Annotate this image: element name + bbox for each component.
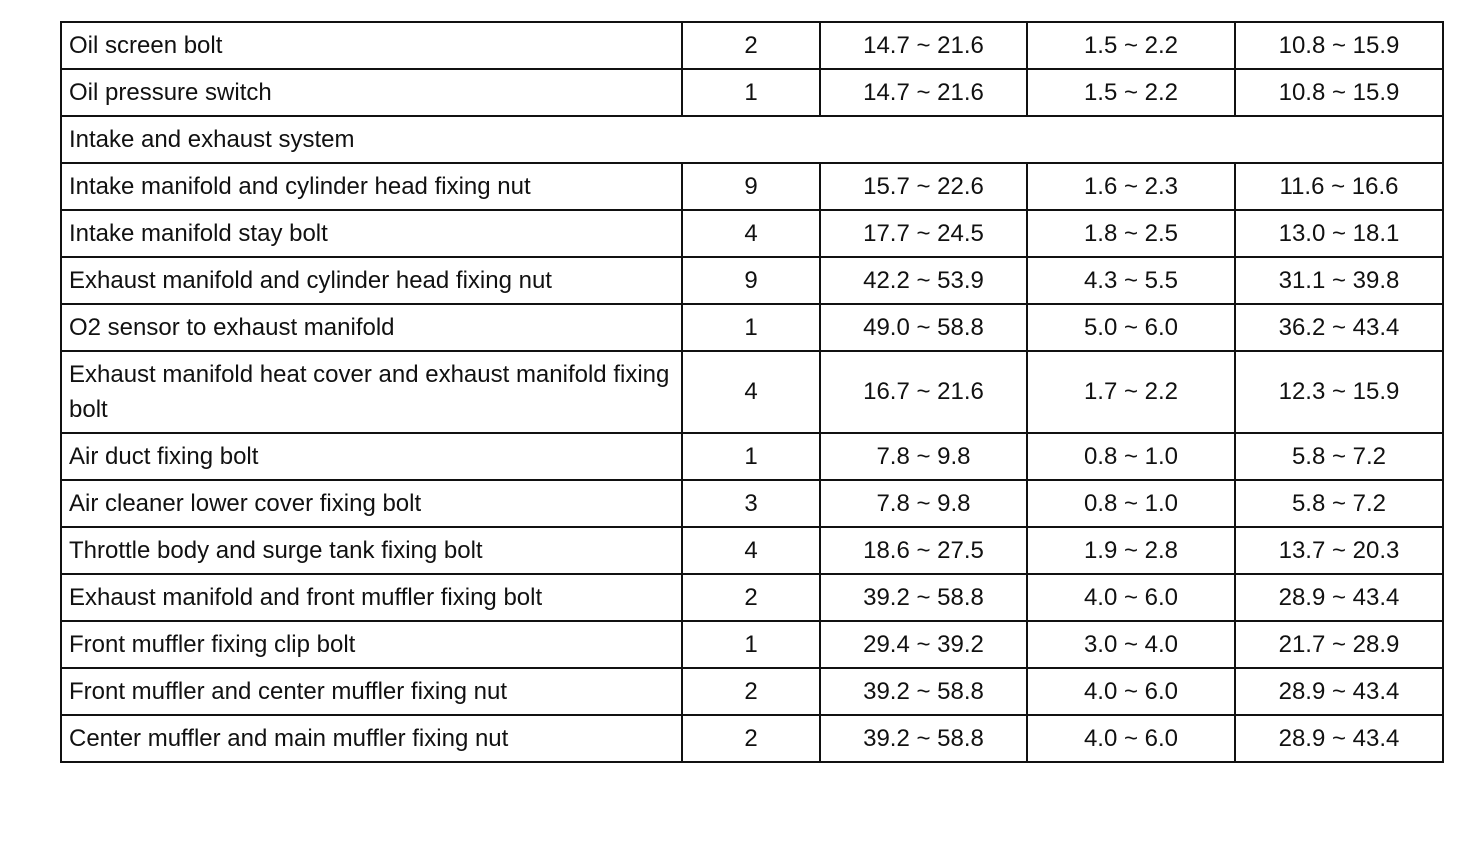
- table-row: Oil pressure switch 1 14.7 ~ 21.6 1.5 ~ 2.2…: [60, 68, 1444, 117]
- torque-kgfm: 1.9 ~ 2.8: [1026, 526, 1236, 575]
- item-name: Air cleaner lower cover fixing bolt: [60, 479, 683, 528]
- table-row: Exhaust manifold and front muffler fixin…: [60, 573, 1444, 622]
- table-row: O2 sensor to exhaust manifold 1 49.0 ~ 58.…: [60, 303, 1444, 352]
- quantity: 3: [681, 479, 821, 528]
- torque-lbft: 13.0 ~ 18.1: [1234, 209, 1444, 258]
- quantity: 2: [681, 714, 821, 763]
- torque-lbft: 10.8 ~ 15.9: [1234, 21, 1444, 70]
- torque-lbft: 5.8 ~ 7.2: [1234, 432, 1444, 481]
- torque-nm: 49.0 ~ 58.8: [819, 303, 1028, 352]
- item-name: Oil screen bolt: [60, 21, 683, 70]
- table-row: Intake manifold and cylinder head fixing…: [60, 162, 1444, 211]
- torque-lbft: 12.3 ~ 15.9: [1234, 350, 1444, 434]
- torque-lbft: 10.8 ~ 15.9: [1234, 68, 1444, 117]
- table-row: Exhaust manifold heat cover and exhaust …: [60, 350, 1444, 434]
- table-row: Intake manifold stay bolt 4 17.7 ~ 24.5 1.8…: [60, 209, 1444, 258]
- torque-kgfm: 4.3 ~ 5.5: [1026, 256, 1236, 305]
- torque-kgfm: 4.0 ~ 6.0: [1026, 573, 1236, 622]
- item-name: Throttle body and surge tank fixing bolt: [60, 526, 683, 575]
- torque-nm: 39.2 ~ 58.8: [819, 714, 1028, 763]
- table-row: Center muffler and main muffler fixing n…: [60, 714, 1444, 763]
- table-row: Exhaust manifold and cylinder head fixin…: [60, 256, 1444, 305]
- torque-lbft: 11.6 ~ 16.6: [1234, 162, 1444, 211]
- quantity: 4: [681, 350, 821, 434]
- torque-spec-table: Oil screen bolt 2 14.7 ~ 21.6 1.5 ~ 2.2 10.8…: [60, 21, 1444, 763]
- torque-nm: 7.8 ~ 9.8: [819, 432, 1028, 481]
- torque-lbft: 28.9 ~ 43.4: [1234, 667, 1444, 716]
- torque-lbft: 28.9 ~ 43.4: [1234, 714, 1444, 763]
- torque-nm: 16.7 ~ 21.6: [819, 350, 1028, 434]
- torque-kgfm: 1.6 ~ 2.3: [1026, 162, 1236, 211]
- quantity: 9: [681, 256, 821, 305]
- torque-nm: 14.7 ~ 21.6: [819, 21, 1028, 70]
- quantity: 1: [681, 303, 821, 352]
- torque-lbft: 28.9 ~ 43.4: [1234, 573, 1444, 622]
- torque-lbft: 13.7 ~ 20.3: [1234, 526, 1444, 575]
- table-row: Front muffler fixing clip bolt 1 29.4 ~ 39…: [60, 620, 1444, 669]
- item-name: Intake manifold and cylinder head fixing…: [60, 162, 683, 211]
- torque-kgfm: 4.0 ~ 6.0: [1026, 714, 1236, 763]
- torque-lbft: 36.2 ~ 43.4: [1234, 303, 1444, 352]
- item-name: Oil pressure switch: [60, 68, 683, 117]
- quantity: 1: [681, 432, 821, 481]
- torque-nm: 17.7 ~ 24.5: [819, 209, 1028, 258]
- torque-nm: 14.7 ~ 21.6: [819, 68, 1028, 117]
- torque-lbft: 21.7 ~ 28.9: [1234, 620, 1444, 669]
- torque-nm: 15.7 ~ 22.6: [819, 162, 1028, 211]
- quantity: 1: [681, 68, 821, 117]
- torque-kgfm: 1.5 ~ 2.2: [1026, 68, 1236, 117]
- torque-nm: 42.2 ~ 53.9: [819, 256, 1028, 305]
- item-name: Center muffler and main muffler fixing n…: [60, 714, 683, 763]
- item-name: Front muffler fixing clip bolt: [60, 620, 683, 669]
- section-header-row: Intake and exhaust system: [60, 115, 1444, 164]
- item-name: Exhaust manifold heat cover and exhaust …: [60, 350, 683, 434]
- torque-kgfm: 1.7 ~ 2.2: [1026, 350, 1236, 434]
- item-name: Front muffler and center muffler fixing …: [60, 667, 683, 716]
- item-name: O2 sensor to exhaust manifold: [60, 303, 683, 352]
- table-row: Front muffler and center muffler fixing …: [60, 667, 1444, 716]
- torque-kgfm: 1.8 ~ 2.5: [1026, 209, 1236, 258]
- torque-kgfm: 3.0 ~ 4.0: [1026, 620, 1236, 669]
- table-row: Throttle body and surge tank fixing bolt…: [60, 526, 1444, 575]
- section-title: Intake and exhaust system: [60, 115, 1444, 164]
- table-row: Oil screen bolt 2 14.7 ~ 21.6 1.5 ~ 2.2 10.8…: [60, 21, 1444, 70]
- torque-kgfm: 4.0 ~ 6.0: [1026, 667, 1236, 716]
- table-row: Air cleaner lower cover fixing bolt 3 7.8 …: [60, 479, 1444, 528]
- torque-kgfm: 1.5 ~ 2.2: [1026, 21, 1236, 70]
- item-name: Intake manifold stay bolt: [60, 209, 683, 258]
- item-name: Exhaust manifold and front muffler fixin…: [60, 573, 683, 622]
- table-row: Air duct fixing bolt 1 7.8 ~ 9.8 0.8 ~ 1.0 5…: [60, 432, 1444, 481]
- torque-nm: 29.4 ~ 39.2: [819, 620, 1028, 669]
- torque-nm: 39.2 ~ 58.8: [819, 667, 1028, 716]
- quantity: 2: [681, 21, 821, 70]
- quantity: 4: [681, 209, 821, 258]
- torque-lbft: 5.8 ~ 7.2: [1234, 479, 1444, 528]
- quantity: 1: [681, 620, 821, 669]
- item-name: Air duct fixing bolt: [60, 432, 683, 481]
- torque-nm: 7.8 ~ 9.8: [819, 479, 1028, 528]
- quantity: 4: [681, 526, 821, 575]
- quantity: 9: [681, 162, 821, 211]
- torque-nm: 39.2 ~ 58.8: [819, 573, 1028, 622]
- torque-kgfm: 0.8 ~ 1.0: [1026, 432, 1236, 481]
- quantity: 2: [681, 573, 821, 622]
- torque-kgfm: 5.0 ~ 6.0: [1026, 303, 1236, 352]
- quantity: 2: [681, 667, 821, 716]
- item-name: Exhaust manifold and cylinder head fixin…: [60, 256, 683, 305]
- torque-nm: 18.6 ~ 27.5: [819, 526, 1028, 575]
- torque-kgfm: 0.8 ~ 1.0: [1026, 479, 1236, 528]
- torque-lbft: 31.1 ~ 39.8: [1234, 256, 1444, 305]
